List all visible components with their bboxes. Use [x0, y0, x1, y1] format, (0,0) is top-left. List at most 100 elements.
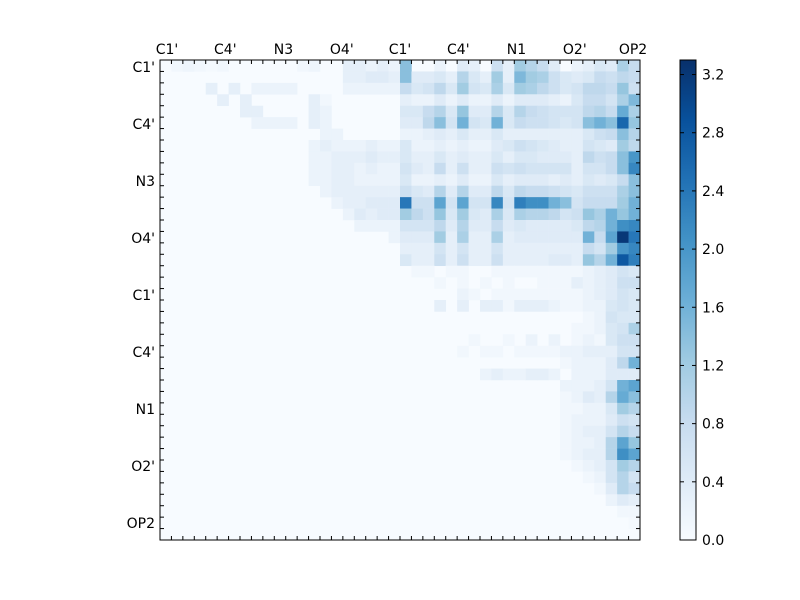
heatmap-cell	[320, 128, 332, 141]
heatmap-cell	[617, 174, 629, 187]
heatmap-cell	[525, 300, 538, 312]
heatmap-cell	[617, 402, 629, 415]
heatmap-cell	[434, 197, 447, 209]
heatmap-cell	[525, 71, 538, 84]
heatmap-cell	[594, 71, 607, 84]
heatmap-cell	[400, 128, 412, 141]
heatmap-cell	[560, 425, 572, 438]
heatmap-cell	[468, 117, 481, 129]
heatmap-cell	[525, 220, 538, 232]
heatmap-cell	[560, 437, 572, 449]
heatmap-cell	[617, 208, 629, 221]
heatmap-cell	[445, 140, 458, 152]
heatmap-cell	[605, 197, 618, 209]
heatmap-cell	[514, 71, 527, 84]
heatmap-cell	[571, 242, 584, 255]
heatmap-cell	[457, 151, 469, 164]
heatmap-cell	[525, 117, 538, 129]
heatmap-cell	[422, 242, 435, 255]
heatmap-cell	[628, 94, 641, 107]
heatmap-cell	[445, 162, 458, 175]
heatmap-cell	[548, 117, 561, 129]
heatmap-cell	[457, 242, 469, 255]
heatmap-cell	[628, 448, 641, 461]
heatmap-cell	[411, 220, 424, 232]
heatmap-cell	[605, 391, 618, 404]
x-tick-label: N3	[274, 42, 293, 58]
heatmap-cell	[628, 231, 641, 244]
heatmap-cell	[491, 174, 504, 187]
heatmap-cell	[594, 117, 607, 129]
heatmap-cell	[571, 345, 584, 358]
heatmap-cell	[605, 402, 618, 415]
heatmap-cell	[411, 82, 424, 95]
heatmap-cell	[617, 414, 629, 427]
heatmap-cell	[400, 151, 412, 164]
heatmap-cell	[582, 391, 595, 404]
heatmap-cell	[320, 94, 332, 107]
heatmap-cell	[594, 391, 607, 404]
heatmap-cell	[491, 288, 504, 301]
x-tick-label: C4'	[214, 42, 237, 58]
heatmap-cell	[468, 254, 481, 267]
x-tick-label: C1'	[156, 42, 179, 58]
heatmap-cell	[502, 185, 515, 198]
heatmap-cell	[605, 208, 618, 221]
heatmap-cell	[434, 242, 447, 255]
heatmap-cell	[582, 402, 595, 415]
heatmap-cell	[582, 162, 595, 175]
heatmap-cell	[457, 277, 469, 289]
heatmap-cell	[628, 208, 641, 221]
heatmap-cell	[480, 208, 492, 221]
heatmap-cell	[502, 300, 515, 312]
heatmap-cell	[377, 60, 389, 72]
heatmap-cell	[491, 208, 504, 221]
heatmap-cell	[468, 208, 481, 221]
heatmap-cell	[354, 151, 367, 164]
y-tick-label: O4'	[131, 231, 155, 247]
heatmap-cell	[525, 140, 538, 152]
heatmap-cell	[354, 220, 367, 232]
heatmap-cell	[480, 231, 492, 244]
heatmap-cell	[514, 82, 527, 95]
heatmap-cell	[480, 151, 492, 164]
heatmap-cell	[628, 460, 641, 472]
heatmap-cell	[434, 71, 447, 84]
heatmap-cell	[537, 368, 549, 381]
heatmap-cell	[502, 265, 515, 278]
heatmap-cell	[617, 162, 629, 175]
heatmap-cell	[548, 105, 561, 118]
heatmap-cell	[422, 105, 435, 118]
heatmap-cell	[297, 60, 309, 72]
heatmap-cell	[411, 162, 424, 175]
heatmap-cell	[491, 82, 504, 95]
heatmap-cell	[571, 425, 584, 438]
heatmap-cell	[605, 60, 618, 72]
heatmap-cell	[560, 300, 572, 312]
heatmap-cell	[582, 82, 595, 95]
y-tick-label: C4'	[132, 345, 155, 361]
heatmap-cell	[468, 94, 481, 107]
heatmap-cell	[582, 60, 595, 72]
heatmap-cell	[422, 220, 435, 232]
heatmap-cell	[434, 151, 447, 164]
heatmap-cell	[537, 162, 549, 175]
heatmap-cell	[308, 151, 321, 164]
heatmap-cell	[628, 82, 641, 95]
heatmap-cell	[594, 82, 607, 95]
heatmap-cell	[502, 60, 515, 72]
heatmap-cell	[480, 368, 492, 381]
heatmap-cell	[617, 460, 629, 472]
heatmap-cell	[594, 402, 607, 415]
heatmap-cell	[605, 105, 618, 118]
heatmap-cell	[354, 71, 367, 84]
heatmap-cell	[411, 208, 424, 221]
heatmap-cell	[445, 265, 458, 278]
heatmap-cell	[457, 162, 469, 175]
heatmap-cell	[582, 254, 595, 267]
heatmap-cell	[605, 265, 618, 278]
heatmap-cell	[594, 300, 607, 312]
heatmap-cell	[434, 254, 447, 267]
heatmap-cell	[605, 437, 618, 449]
